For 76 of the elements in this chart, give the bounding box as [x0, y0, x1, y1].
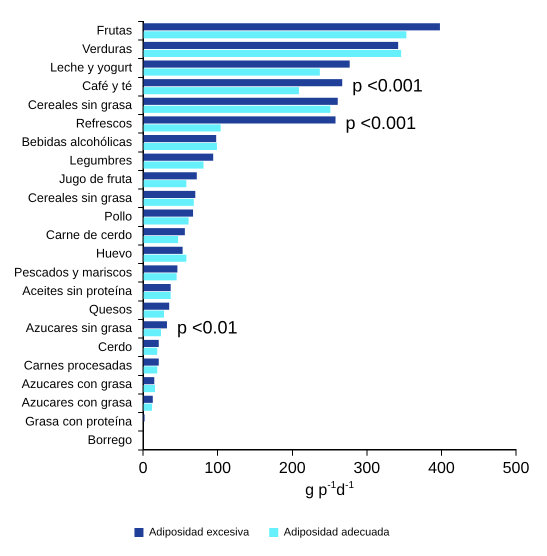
- bar: [144, 42, 398, 50]
- bar: [144, 198, 194, 206]
- bar: [144, 210, 194, 217]
- bar: [144, 172, 197, 180]
- bar: [144, 162, 204, 169]
- bar: [144, 217, 189, 225]
- bar: [144, 23, 440, 30]
- bar: [144, 68, 320, 76]
- bar: [144, 142, 217, 150]
- bar: [144, 31, 406, 38]
- bar: [144, 310, 164, 318]
- bar: [144, 404, 152, 411]
- y-tick-label: Jugo de fruta: [59, 172, 132, 186]
- bar: [144, 321, 167, 328]
- x-tick-label: 0: [138, 460, 148, 477]
- annotation: p <0.001: [352, 76, 423, 96]
- bar: [144, 358, 159, 366]
- bar: [144, 50, 402, 57]
- y-tick-label: Leche y yogurt: [50, 60, 133, 75]
- bar: [144, 377, 154, 384]
- y-tick-label: Pollo: [104, 209, 132, 224]
- bar: [144, 135, 216, 142]
- y-tick-label: Bebidas alcohólicas: [22, 134, 132, 149]
- y-tick-label: Legumbres: [70, 154, 132, 168]
- y-tick-label: Cereales sin grasa: [28, 98, 132, 112]
- x-tick-label: 200: [278, 460, 306, 477]
- legend-label: Adiposidad excesiva: [148, 526, 250, 539]
- bar: [144, 385, 156, 392]
- bar: [144, 106, 330, 113]
- bar: [144, 116, 336, 124]
- bar: [144, 60, 350, 68]
- bar: [144, 236, 178, 244]
- bar: [144, 348, 158, 355]
- x-tick-label: 100: [204, 460, 232, 477]
- bar: [144, 366, 158, 374]
- y-tick-label: Carne de cerdo: [46, 228, 132, 242]
- bar: [144, 190, 196, 198]
- bar: [144, 396, 153, 403]
- y-tick-label: Quesos: [89, 302, 132, 317]
- y-tick-label: Carnes procesadas: [24, 358, 132, 372]
- y-tick-label: Refrescos: [76, 116, 132, 130]
- bar: [144, 265, 178, 272]
- y-tick-label: Aceites sin proteína: [22, 284, 132, 298]
- y-tick-label: Azucares con grasa: [22, 396, 132, 410]
- bar: [144, 302, 170, 310]
- bar: [144, 273, 177, 280]
- y-tick-label: Azucares con grasa: [22, 377, 132, 392]
- bar: [144, 292, 171, 300]
- bar: [144, 329, 161, 336]
- bar: [144, 87, 299, 94]
- bar: [144, 340, 159, 347]
- legend-label: Adiposidad adecuada: [284, 526, 390, 539]
- y-tick-label: Cerdo: [98, 340, 132, 354]
- annotation: p <0.001: [346, 112, 416, 133]
- annotation: p <0.01: [176, 318, 238, 338]
- x-tick-label: 400: [428, 460, 455, 477]
- bar: [144, 124, 221, 132]
- bar: [144, 180, 186, 188]
- bar: [144, 228, 185, 236]
- y-tick-label: Verduras: [82, 42, 132, 56]
- y-tick-label: Pescados y mariscos: [14, 265, 132, 280]
- y-tick-label: Frutas: [96, 23, 132, 38]
- x-tick-label: 500: [502, 460, 530, 477]
- bar: [144, 154, 214, 161]
- bar: [144, 98, 338, 105]
- y-tick-label: Grasa con proteína: [25, 414, 132, 428]
- y-tick-label: Huevo: [96, 246, 132, 261]
- y-tick-label: Borrego: [88, 432, 132, 447]
- y-tick-label: Azucares sin grasa: [26, 321, 132, 336]
- bar: [144, 246, 183, 254]
- bar: [144, 284, 171, 292]
- y-tick-label: Cereales sin grasa: [28, 190, 132, 205]
- x-tick-label: 300: [353, 460, 380, 477]
- bar: [144, 79, 342, 86]
- bar: [144, 254, 186, 262]
- y-tick-label: Café y té: [82, 79, 132, 94]
